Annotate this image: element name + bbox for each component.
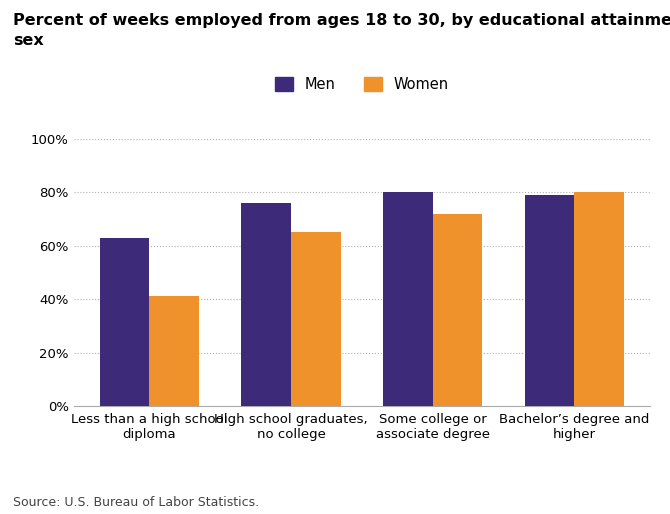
- Bar: [574, 192, 624, 406]
- Text: Source: U.S. Bureau of Labor Statistics.: Source: U.S. Bureau of Labor Statistics.: [13, 496, 259, 509]
- Bar: [525, 195, 574, 406]
- Bar: [291, 232, 340, 406]
- Bar: [433, 214, 482, 406]
- Legend: Men, Women: Men, Women: [269, 71, 454, 98]
- Bar: [241, 203, 291, 406]
- Bar: [383, 192, 433, 406]
- Text: Percent of weeks employed from ages 18 to 30, by educational attainment and: Percent of weeks employed from ages 18 t…: [13, 13, 670, 28]
- Bar: [100, 237, 149, 406]
- Bar: [149, 297, 199, 406]
- Text: sex: sex: [13, 33, 44, 48]
